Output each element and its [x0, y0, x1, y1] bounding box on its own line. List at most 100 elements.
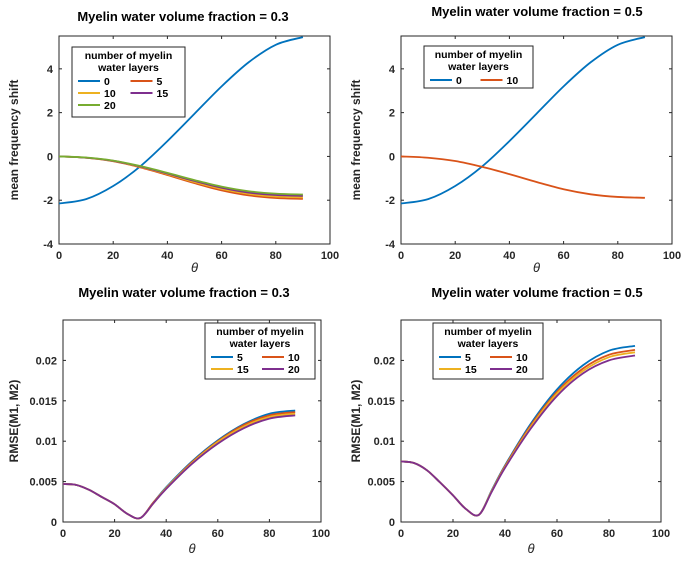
x-tick-label: 40 — [499, 528, 511, 540]
y-tick-label: 4 — [389, 64, 396, 76]
x-tick-label: 60 — [212, 528, 224, 540]
y-tick-label: 0.02 — [374, 355, 395, 367]
x-tick-label: 20 — [447, 528, 459, 540]
series-line-20 — [63, 414, 296, 520]
x-tick-label: 80 — [263, 528, 275, 540]
legend-title-line-2: water layers — [229, 338, 291, 350]
x-tick-label: 20 — [108, 528, 120, 540]
x-tick-label: 0 — [398, 528, 404, 540]
y-tick-label: 2 — [389, 108, 395, 120]
x-tick-label: 60 — [557, 250, 569, 262]
axes-box — [62, 319, 322, 523]
legend-title-line-2: water layers — [447, 61, 509, 73]
legend-entry-15: 15 — [157, 88, 169, 100]
y-tick-label: -2 — [385, 195, 395, 207]
x-tick-label: 80 — [612, 250, 624, 262]
x-tick-label: 20 — [449, 250, 461, 262]
y-tick-label: 0.01 — [36, 436, 57, 448]
y-axis-label: RMSE(M1, M2) — [7, 380, 21, 463]
legend-entry-15: 15 — [237, 364, 249, 376]
x-tick-label: 40 — [160, 528, 172, 540]
y-tick-label: -4 — [43, 239, 54, 251]
series-line-10 — [401, 155, 645, 199]
x-tick-label: 40 — [161, 250, 173, 262]
x-axis-label: θ — [533, 260, 540, 275]
x-tick-label: 60 — [551, 528, 563, 540]
x-tick-label: 80 — [270, 250, 282, 262]
legend-title-line-1: number of myelin — [216, 326, 304, 338]
y-axis-label: mean frequency shift — [7, 80, 21, 201]
legend-title-line-2: water layers — [97, 62, 159, 74]
y-tick-label: 0.015 — [367, 396, 395, 408]
x-tick-label: 0 — [398, 250, 404, 262]
series-line-5 — [63, 409, 296, 520]
legend-title-line-1: number of myelin — [444, 326, 532, 338]
series-line-20 — [401, 354, 636, 517]
series-line-0 — [59, 36, 304, 205]
y-tick-label: -4 — [385, 239, 396, 251]
legend-entry-20: 20 — [288, 364, 300, 376]
series-line-10 — [63, 411, 296, 520]
y-tick-label: 2 — [47, 108, 53, 120]
legend-entry-5: 5 — [465, 352, 471, 364]
axes-box — [400, 35, 673, 245]
chart-panel-2: Myelin water volume fraction = 0.50 20 40 6… — [349, 4, 681, 275]
legend-title-line-1: number of myelin — [85, 50, 173, 62]
y-axis-label: RMSE(M1, M2) — [349, 380, 363, 463]
chart-title: Myelin water volume fraction = 0.5 — [431, 4, 642, 19]
chart-title: Myelin water volume fraction = 0.3 — [78, 285, 289, 300]
legend-entry-10: 10 — [104, 88, 116, 100]
x-tick-label: 100 — [652, 528, 670, 540]
axes-box — [58, 35, 331, 245]
chart-title: Myelin water volume fraction = 0.3 — [77, 9, 288, 24]
chart-title: Myelin water volume fraction = 0.5 — [431, 285, 642, 300]
y-tick-label: 0 — [389, 151, 395, 163]
legend-entry-10: 10 — [516, 352, 528, 364]
y-tick-label: 0 — [389, 517, 395, 529]
y-tick-label: 0.005 — [367, 477, 395, 489]
y-axis-label: mean frequency shift — [349, 80, 363, 201]
x-tick-label: 60 — [215, 250, 227, 262]
x-tick-label: 100 — [663, 250, 681, 262]
chart-panel-1: Myelin water volume fraction = 0.30 20 40 6… — [7, 9, 339, 275]
x-tick-label: 100 — [321, 250, 339, 262]
x-tick-label: 0 — [56, 250, 62, 262]
y-tick-label: 0 — [47, 151, 53, 163]
y-tick-label: 0.02 — [36, 355, 57, 367]
chart-panel-3: Myelin water volume fraction = 0.3 0 20 40 6… — [7, 285, 330, 556]
x-axis-label: θ — [188, 541, 195, 556]
legend-entry-10: 10 — [288, 352, 300, 364]
y-tick-label: 0.005 — [29, 477, 57, 489]
y-tick-label: 0.015 — [29, 396, 57, 408]
axes-box — [400, 319, 662, 523]
legend-entry-15: 15 — [465, 364, 477, 376]
legend-entry-0: 0 — [104, 76, 110, 88]
legend-entry-0: 0 — [456, 75, 462, 87]
x-tick-label: 0 — [60, 528, 66, 540]
legend-entry-20: 20 — [516, 364, 528, 376]
x-tick-label: 40 — [503, 250, 515, 262]
legend-entry-20: 20 — [104, 100, 116, 112]
x-tick-label: 80 — [603, 528, 615, 540]
x-axis-label: θ — [191, 260, 198, 275]
legend-box — [432, 322, 544, 380]
series-line-15 — [63, 412, 296, 520]
x-tick-label: 20 — [107, 250, 119, 262]
series-line-0 — [401, 36, 646, 205]
legend-entry-5: 5 — [237, 352, 243, 364]
y-tick-label: 0 — [51, 517, 57, 529]
y-tick-label: -2 — [43, 195, 53, 207]
legend-entry-10: 10 — [507, 75, 519, 87]
chart-panel-4: Myelin water volume fraction = 0.5 0 20 40 6… — [349, 285, 670, 556]
x-tick-label: 100 — [312, 528, 330, 540]
legend-title-line-1: number of myelin — [435, 49, 523, 61]
y-tick-label: 0.01 — [374, 436, 395, 448]
x-axis-label: θ — [527, 541, 534, 556]
y-tick-label: 4 — [47, 64, 54, 76]
series-line-20 — [59, 155, 303, 196]
